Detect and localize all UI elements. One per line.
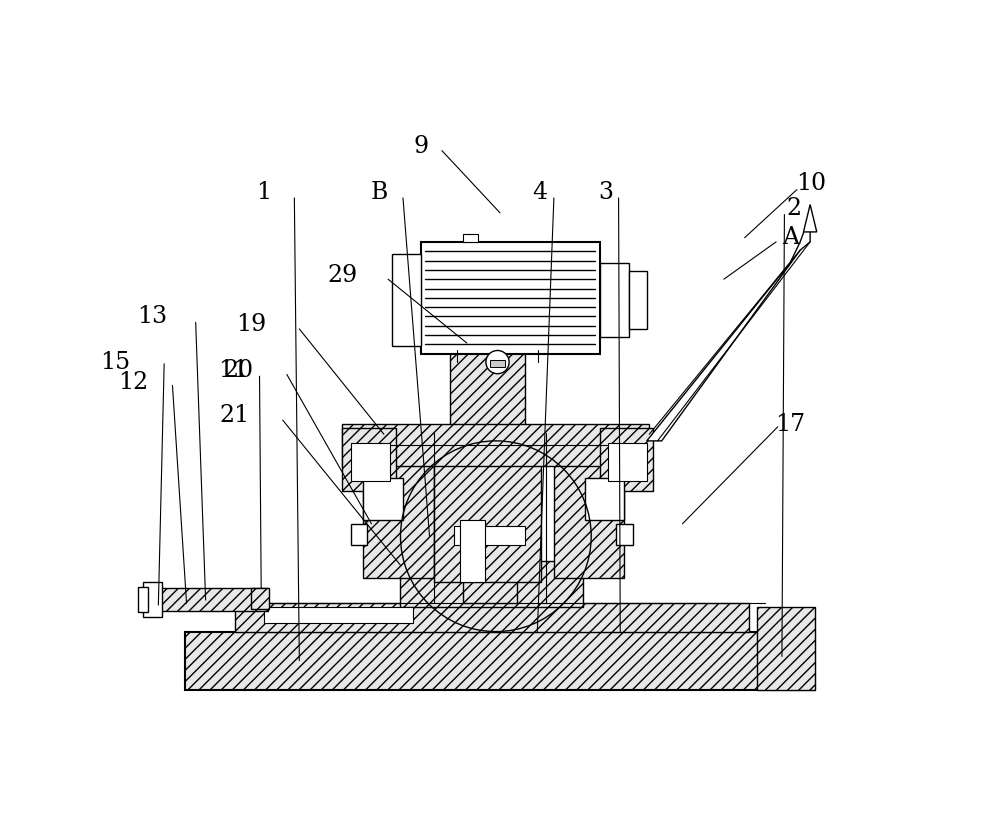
Bar [351, 524, 367, 544]
Bar [600, 263, 629, 337]
Text: 20: 20 [224, 359, 254, 382]
Bar [585, 478, 624, 520]
Bar [342, 424, 649, 466]
Text: 11: 11 [218, 359, 248, 382]
Text: 3: 3 [599, 181, 614, 204]
Bar [608, 443, 647, 481]
Bar [363, 478, 403, 520]
Bar [600, 428, 653, 491]
Text: 29: 29 [327, 264, 358, 286]
Bar [463, 234, 478, 242]
Text: 9: 9 [414, 135, 429, 158]
Text: 12: 12 [118, 371, 149, 394]
Text: B: B [371, 181, 388, 204]
Bar [554, 445, 624, 577]
Bar [616, 524, 633, 544]
Bar [629, 271, 647, 329]
Text: 21: 21 [220, 404, 250, 428]
Text: 19: 19 [236, 314, 266, 336]
Bar [251, 587, 269, 609]
Circle shape [486, 350, 509, 374]
Bar [454, 527, 525, 544]
Text: 2: 2 [787, 197, 802, 220]
Text: 17: 17 [775, 413, 805, 436]
Bar [434, 433, 541, 582]
Bar [392, 255, 421, 345]
Bar [138, 587, 148, 612]
Bar [421, 242, 600, 354]
Text: 10: 10 [796, 172, 826, 196]
Polygon shape [803, 205, 817, 232]
Bar [490, 360, 505, 367]
Bar [757, 607, 815, 690]
Bar [160, 587, 268, 611]
Bar [235, 602, 749, 631]
Bar [351, 443, 390, 481]
Text: 13: 13 [137, 305, 167, 328]
Bar [363, 445, 434, 577]
Bar [185, 631, 815, 690]
Bar [143, 582, 162, 617]
Bar [450, 349, 525, 433]
Bar [463, 573, 517, 602]
Text: 4: 4 [532, 181, 547, 204]
Text: A: A [782, 226, 799, 250]
Bar [460, 520, 485, 582]
Polygon shape [647, 224, 810, 441]
Bar [342, 428, 396, 491]
Bar [400, 561, 583, 607]
Bar [264, 607, 413, 623]
Text: 15: 15 [100, 350, 130, 374]
Text: 1: 1 [256, 181, 271, 204]
